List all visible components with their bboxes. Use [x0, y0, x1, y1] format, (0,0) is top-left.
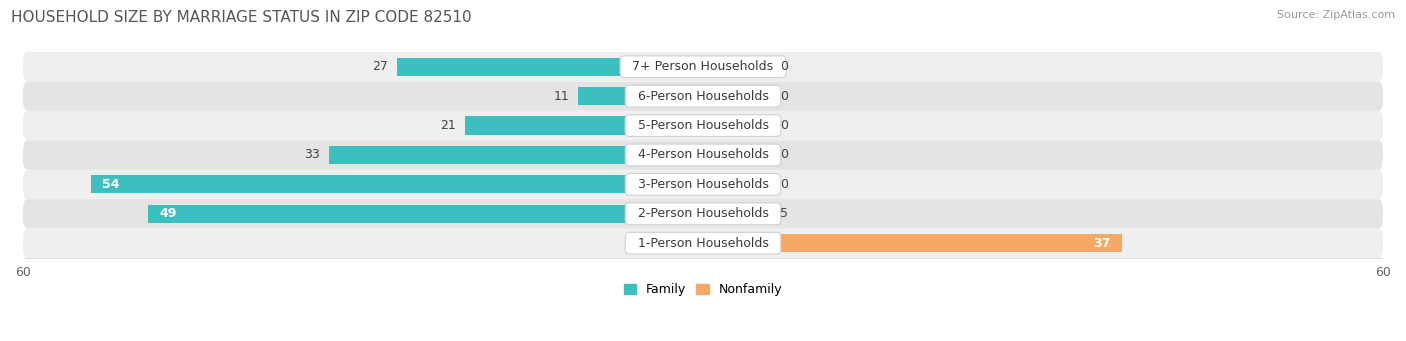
Bar	[703, 234, 1122, 252]
Bar	[91, 175, 703, 193]
Text: 54: 54	[103, 178, 120, 191]
Text: 37: 37	[1094, 237, 1111, 250]
FancyBboxPatch shape	[22, 170, 1384, 199]
Text: 2-Person Households: 2-Person Households	[630, 207, 776, 220]
Bar	[578, 87, 703, 105]
Text: 5-Person Households: 5-Person Households	[630, 119, 776, 132]
Bar	[703, 58, 770, 76]
Bar	[703, 146, 770, 164]
Text: HOUSEHOLD SIZE BY MARRIAGE STATUS IN ZIP CODE 82510: HOUSEHOLD SIZE BY MARRIAGE STATUS IN ZIP…	[11, 10, 472, 25]
Text: 49: 49	[159, 207, 176, 220]
Bar	[465, 116, 703, 135]
Text: 1-Person Households: 1-Person Households	[630, 237, 776, 250]
Text: 4-Person Households: 4-Person Households	[630, 148, 776, 162]
FancyBboxPatch shape	[22, 81, 1384, 111]
Text: 0: 0	[780, 148, 789, 162]
Bar	[703, 205, 770, 223]
Text: 7+ Person Households: 7+ Person Households	[624, 60, 782, 73]
Bar	[703, 87, 770, 105]
Text: 0: 0	[780, 119, 789, 132]
FancyBboxPatch shape	[22, 140, 1384, 170]
Text: 6-Person Households: 6-Person Households	[630, 90, 776, 103]
Bar	[148, 205, 703, 223]
Text: 5: 5	[780, 207, 789, 220]
Text: 3-Person Households: 3-Person Households	[630, 178, 776, 191]
Bar	[703, 116, 770, 135]
FancyBboxPatch shape	[22, 199, 1384, 228]
Bar	[396, 58, 703, 76]
FancyBboxPatch shape	[22, 111, 1384, 140]
Text: 11: 11	[554, 90, 569, 103]
FancyBboxPatch shape	[22, 228, 1384, 258]
Text: 0: 0	[780, 178, 789, 191]
Text: 0: 0	[780, 90, 789, 103]
Text: 33: 33	[304, 148, 321, 162]
Bar	[329, 146, 703, 164]
Text: 27: 27	[373, 60, 388, 73]
Legend: Family, Nonfamily: Family, Nonfamily	[619, 278, 787, 301]
Text: 0: 0	[780, 60, 789, 73]
Bar	[703, 175, 770, 193]
FancyBboxPatch shape	[22, 52, 1384, 81]
Text: 21: 21	[440, 119, 456, 132]
Text: Source: ZipAtlas.com: Source: ZipAtlas.com	[1277, 10, 1395, 20]
